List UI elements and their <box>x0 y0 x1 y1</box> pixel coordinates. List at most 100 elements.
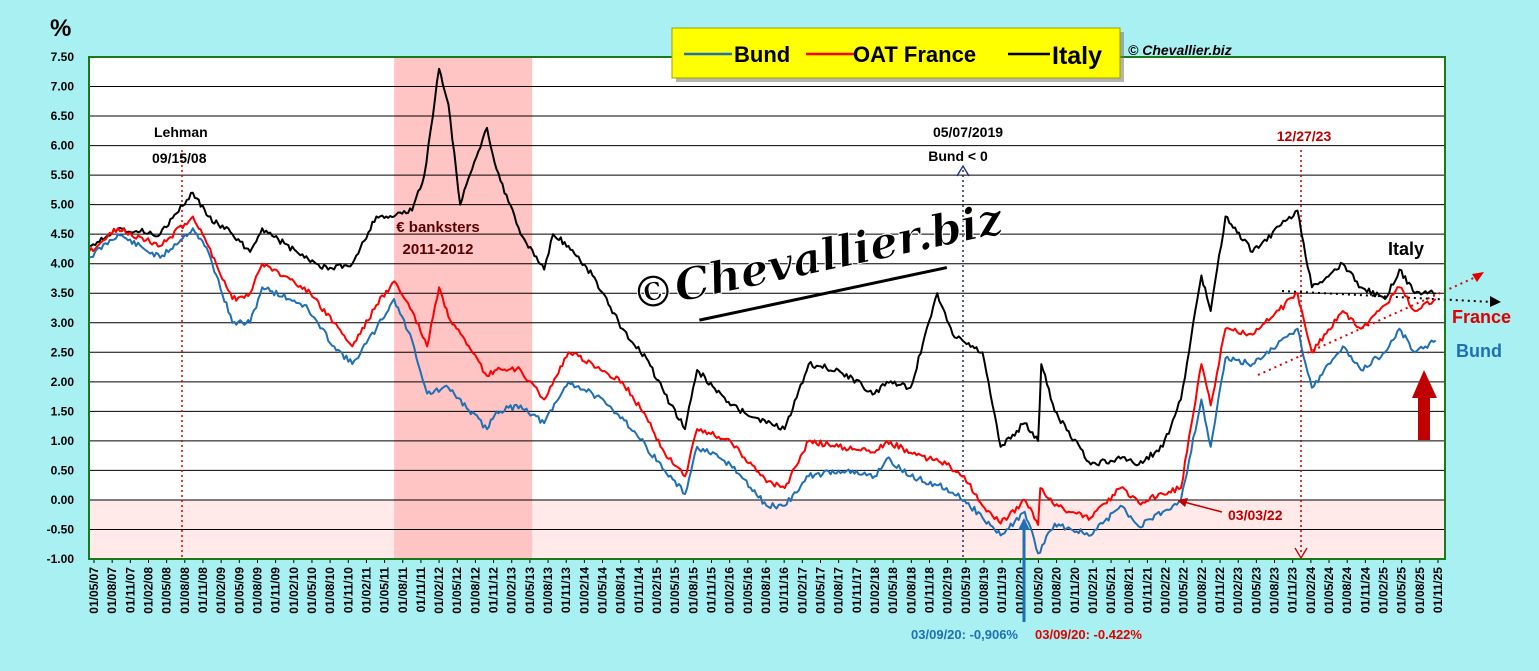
x-tick-label: 01/05/09 <box>232 567 246 614</box>
grid-lines <box>89 56 1445 560</box>
x-tick-label: 01/02/18 <box>868 567 882 614</box>
italy-trend-line <box>1281 290 1493 303</box>
x-tick-label: 01/11/14 <box>632 567 646 613</box>
x-tick-label: 01/02/15 <box>650 567 664 614</box>
plot-area <box>89 57 1445 559</box>
x-tick-label: 01/11/15 <box>705 567 719 613</box>
x-tick-label: 01/08/16 <box>759 567 773 614</box>
x-tick-label: 01/08/11 <box>396 567 410 613</box>
x-tick-label: 01/02/08 <box>141 567 155 614</box>
y-tick-label: 2.50 <box>51 345 75 359</box>
x-tick-label: 01/08/22 <box>1195 567 1209 614</box>
x-tick-label: 01/05/19 <box>959 567 973 614</box>
x-tick-label: 01/11/22 <box>1213 567 1227 613</box>
x-tick-label: 01/08/09 <box>250 567 264 614</box>
dec2023-label: 12/27/23 <box>1277 128 1332 144</box>
x-tick-label: 01/11/10 <box>341 567 355 613</box>
x-tick-label: 01/02/13 <box>505 567 519 614</box>
x-tick-label: 01/05/15 <box>668 567 682 614</box>
x-tick-label: 01/11/07 <box>123 567 137 613</box>
bund-min-arrow-icon <box>1018 518 1030 530</box>
y-tick-label: 5.00 <box>51 198 75 212</box>
legend-item-italy: Italy <box>1052 42 1102 70</box>
x-tick-label: 01/08/07 <box>105 567 119 614</box>
copyright-label: © Chevallier.biz <box>1128 42 1232 58</box>
x-tick-label: 01/08/14 <box>614 567 628 614</box>
mar2022-label: 03/03/22 <box>1228 507 1283 523</box>
x-tick-label: 01/08/20 <box>1050 567 1064 614</box>
x-tick-label: 01/11/16 <box>777 567 791 613</box>
x-tick-label: 01/08/19 <box>977 567 991 614</box>
x-tick-label: 01/02/17 <box>795 567 809 614</box>
x-tick-label: 01/11/25 <box>1431 567 1445 613</box>
x-tick-label: 01/11/12 <box>487 567 501 613</box>
x-tick-label: 01/11/08 <box>196 567 210 613</box>
x-axis-ticks: 01/05/07 01/08/07 01/11/07 01/02/08 01/05/08… <box>87 559 1445 614</box>
crisis-band-2011-2012 <box>394 57 533 559</box>
x-tick-label: 01/02/25 <box>1377 567 1391 614</box>
x-tick-label: 01/05/14 <box>596 567 610 614</box>
y-tick-label: 3.00 <box>51 316 75 330</box>
x-tick-label: 01/08/08 <box>178 567 192 614</box>
x-tick-label: 01/11/09 <box>269 567 283 613</box>
x-tick-label: 01/11/11 <box>414 567 428 613</box>
x-tick-label: 01/08/21 <box>1122 567 1136 614</box>
x-tick-label: 01/08/10 <box>323 567 337 614</box>
x-tick-label: 01/08/23 <box>1268 567 1282 614</box>
y-tick-label: 2.00 <box>51 375 75 389</box>
x-tick-label: 01/11/19 <box>995 567 1009 613</box>
x-tick-label: 01/11/21 <box>1140 567 1154 613</box>
lehman-date: 09/15/08 <box>152 150 207 166</box>
x-tick-label: 01/05/07 <box>87 567 101 614</box>
x-tick-label: 01/05/13 <box>523 567 537 614</box>
y-tick-label: 0.50 <box>51 463 75 477</box>
france-trend-arrow-icon <box>1472 272 1484 282</box>
x-tick-label: 01/02/21 <box>1086 567 1100 614</box>
y-tick-label: 4.00 <box>51 257 75 271</box>
x-tick-label: 01/02/24 <box>1304 567 1318 614</box>
mar2022-pointer-line <box>1179 500 1223 513</box>
x-tick-label: 01/11/17 <box>850 567 864 613</box>
france-series-label: France <box>1452 307 1511 327</box>
france-trend-line <box>1257 275 1479 376</box>
x-tick-label: 01/11/23 <box>1286 567 1300 613</box>
oat-min-label: 03/09/20: -0.422% <box>1035 627 1142 642</box>
y-tick-label: -1.00 <box>47 552 75 566</box>
x-tick-label: 01/05/22 <box>1177 567 1191 614</box>
y-tick-label: 3.50 <box>51 286 75 300</box>
x-tick-label: 01/11/20 <box>1068 567 1082 613</box>
x-tick-label: 01/08/25 <box>1413 567 1427 614</box>
y-axis-ticks: -1.00 -0.50 0.00 0.50 1.00 1.50 2.00 2.50 3.00 3.… <box>47 50 75 566</box>
banksters-years: 2011-2012 <box>403 241 474 258</box>
lehman-label: Lehman <box>154 124 208 140</box>
x-tick-label: 01/05/23 <box>1249 567 1263 614</box>
bund-negative-text: Bund < 0 <box>928 148 988 164</box>
x-tick-label: 01/02/12 <box>432 567 446 614</box>
italy-trend-arrow-icon <box>1490 296 1501 307</box>
bund-min-label: 03/09/20: -0,906% <box>911 627 1018 642</box>
x-tick-label: 01/05/11 <box>378 567 392 613</box>
x-tick-label: 01/02/22 <box>1159 567 1173 614</box>
y-tick-label: 7.50 <box>51 50 75 64</box>
x-tick-label: 01/05/25 <box>1395 567 1409 614</box>
series-line-bund <box>89 227 1437 555</box>
y-tick-label: -0.50 <box>47 522 75 536</box>
y-axis-label: % <box>50 15 71 42</box>
x-tick-label: 01/05/21 <box>1104 567 1118 614</box>
x-tick-label: 01/02/23 <box>1231 567 1245 614</box>
x-tick-label: 01/05/17 <box>813 567 827 614</box>
y-tick-label: 5.50 <box>51 168 75 182</box>
x-tick-label: 01/05/16 <box>741 567 755 614</box>
x-tick-label: 01/02/16 <box>723 567 737 614</box>
x-tick-label: 01/02/09 <box>214 567 228 614</box>
x-tick-label: 01/02/10 <box>287 567 301 614</box>
series-line-italy <box>89 67 1436 467</box>
x-tick-label: 01/05/12 <box>450 567 464 614</box>
x-tick-label: 01/05/24 <box>1322 567 1336 614</box>
y-tick-label: 6.00 <box>51 139 75 153</box>
bund-series-label: Bund <box>1456 341 1502 361</box>
x-tick-label: 01/08/12 <box>468 567 482 614</box>
x-tick-label: 01/05/20 <box>1031 567 1045 614</box>
y-tick-label: 1.50 <box>51 404 75 418</box>
